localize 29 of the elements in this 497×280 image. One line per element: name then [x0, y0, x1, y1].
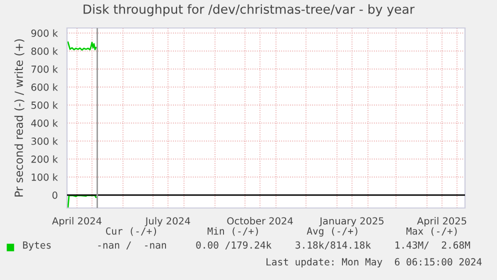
y-tick-label: 700 k: [31, 65, 58, 73]
text: -nan / -nan: [98, 241, 166, 250]
y-tick-label: 600 k: [31, 83, 58, 91]
text: 1.43M/ 2.68M: [396, 241, 470, 250]
y-tick-label: 400 k: [31, 119, 58, 127]
x-tick-label: October 2024: [227, 217, 293, 225]
y-tick-label: 0: [52, 192, 58, 199]
chart-title: Disk throughput for /dev/christmas-tree/var - by year: [84, 4, 415, 16]
x-tick-label: April 2024: [52, 217, 102, 226]
legend-label: Bytes: [23, 241, 51, 251]
x-tick-label: April 2025: [417, 217, 466, 226]
text: 0.00 /179.24k: [196, 241, 272, 250]
line-series: [67, 194, 97, 208]
text: Max (-/+): [406, 227, 457, 236]
text: Cur (-/+): [106, 227, 156, 236]
y-tick-label: 900 k: [31, 29, 58, 37]
line-series: [67, 41, 97, 51]
text: 3.18k/814.18k: [296, 241, 371, 250]
text: Min (-/+): [208, 227, 258, 236]
y-tick-label: 200 k: [31, 155, 58, 163]
x-tick-label: January 2025: [319, 217, 384, 226]
text: Last update: Mon May 6 06:15:00 2024: [266, 258, 482, 268]
text: Avg (-/+): [306, 227, 358, 237]
y-axis-title: Pr second read (-) / write (+): [14, 39, 24, 197]
y-tick-label: 500 k: [31, 101, 58, 109]
y-tick-label: 100 k: [32, 173, 58, 181]
x-tick-label: July 2024: [144, 217, 190, 226]
y-tick-label: 800 k: [31, 47, 58, 55]
y-tick-label: 300 k: [31, 137, 58, 145]
